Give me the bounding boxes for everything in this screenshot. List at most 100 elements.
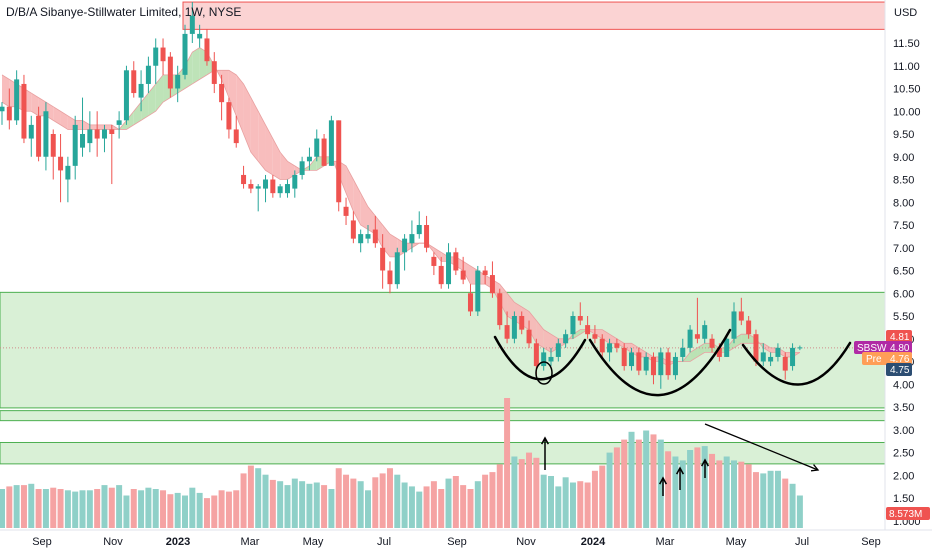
price-tick-label: 6.00 xyxy=(893,288,914,300)
cloud-segment xyxy=(104,124,112,130)
volume-bar xyxy=(423,486,430,528)
candle-body xyxy=(409,234,415,244)
volume-down-trend-arrow-head xyxy=(810,464,820,472)
candle-body xyxy=(50,134,56,157)
volume-bar xyxy=(445,478,452,528)
cloud-segment xyxy=(280,152,288,180)
volume-bar xyxy=(94,489,101,528)
candle-body xyxy=(629,352,635,367)
price-tick-label: 11.50 xyxy=(893,38,920,50)
last-price-value: 4.81 xyxy=(890,332,910,343)
volume-bar xyxy=(731,460,737,528)
volume-bar xyxy=(716,460,723,528)
time-tick-label: May xyxy=(726,536,747,548)
cloud-segment xyxy=(60,111,68,130)
volume-bar xyxy=(394,474,401,528)
volume-bar xyxy=(474,481,481,528)
volume-bar xyxy=(774,470,781,528)
cloud-segment xyxy=(594,329,603,339)
time-tick-label: 2023 xyxy=(166,536,190,548)
symbol-price-tag-bg xyxy=(854,341,912,354)
candle-body xyxy=(145,65,151,84)
low-price-tag: 4.75 xyxy=(886,363,912,376)
candle-body xyxy=(365,234,371,239)
volume-bar xyxy=(709,453,716,528)
candle-body xyxy=(336,120,342,203)
volume-bar xyxy=(504,398,511,528)
time-tick-label: Sep xyxy=(861,536,881,548)
zone-support-2 xyxy=(0,410,886,422)
cloud-segment xyxy=(529,311,537,344)
candle-body xyxy=(621,347,627,367)
candle-body xyxy=(372,229,378,244)
currency-label[interactable]: USD xyxy=(894,7,917,19)
circle-marker xyxy=(535,361,553,385)
volume-bar xyxy=(335,468,342,528)
price-tick-label: 2.50 xyxy=(893,448,914,460)
candle-body xyxy=(270,179,276,194)
volume-bar xyxy=(599,465,606,528)
candle-body xyxy=(636,352,642,371)
premarket-label: Pre xyxy=(866,354,882,365)
volume-bar xyxy=(72,491,79,528)
candle-body xyxy=(284,184,290,194)
volume-bar xyxy=(20,485,27,528)
cloud-segment xyxy=(572,329,581,339)
candle-body xyxy=(585,325,591,335)
low-price-value: 4.75 xyxy=(890,365,910,376)
volume-bar xyxy=(218,490,225,528)
candle-body xyxy=(680,347,686,357)
candle-body xyxy=(263,179,269,189)
candle-body xyxy=(482,270,488,276)
price-axis[interactable]: 11.50 11.00 10.50 10.00 9.50 9.00 8.50 8.00 7.50… xyxy=(893,38,921,528)
candle-body xyxy=(241,174,247,185)
time-tick-label: Mar xyxy=(241,536,260,548)
time-axis[interactable]: Sep Nov 2023 Mar May Jul Sep Nov 2024 Mar May Jul Se… xyxy=(32,536,881,548)
volume-bar xyxy=(13,485,20,528)
candle-body xyxy=(438,265,444,285)
candle-body xyxy=(467,293,473,312)
volume-bar xyxy=(225,491,232,528)
time-tick-label: Jul xyxy=(377,536,391,548)
candle-body xyxy=(716,347,722,357)
volume-value: 8.573M xyxy=(889,509,922,520)
volume-value-tag: 8.573M xyxy=(886,507,930,520)
volume-bar xyxy=(672,456,679,528)
cloud-segment xyxy=(155,74,164,112)
volume-bar xyxy=(321,485,328,528)
rounded-bottom-arc-1 xyxy=(493,335,587,381)
volume-bar xyxy=(526,452,533,528)
candle-body xyxy=(306,156,312,162)
candle-body xyxy=(233,129,239,144)
volume-bar xyxy=(386,468,393,528)
volume-bar xyxy=(738,461,745,528)
candle-body xyxy=(350,220,356,239)
candle-body xyxy=(731,311,737,339)
volume-bar xyxy=(64,490,71,528)
rounded-bottom-arc-3 xyxy=(741,341,852,386)
candle-body xyxy=(28,124,34,139)
candle-body xyxy=(424,225,430,248)
candle-body xyxy=(387,270,393,285)
zone-support-1 xyxy=(0,291,886,409)
cloud-segment xyxy=(272,138,281,180)
candle-body xyxy=(709,338,715,348)
time-tick-label: May xyxy=(303,536,324,548)
candle-body xyxy=(768,356,774,362)
volume-bar xyxy=(138,490,145,528)
volume-bar xyxy=(372,477,379,528)
volume-bar xyxy=(262,474,269,528)
candle-body xyxy=(431,256,437,266)
volume-bar xyxy=(57,489,64,528)
volume-bar xyxy=(467,489,474,528)
zone-resistance-0 xyxy=(182,1,886,30)
cloud-segment xyxy=(258,111,266,171)
candle-body xyxy=(101,129,107,139)
cloud-segment xyxy=(294,165,303,175)
candle-body xyxy=(504,325,510,339)
volume-bar xyxy=(255,468,262,528)
candle-body xyxy=(541,352,547,367)
price-tick-label: 10.00 xyxy=(893,106,921,118)
candle-body xyxy=(694,334,700,339)
